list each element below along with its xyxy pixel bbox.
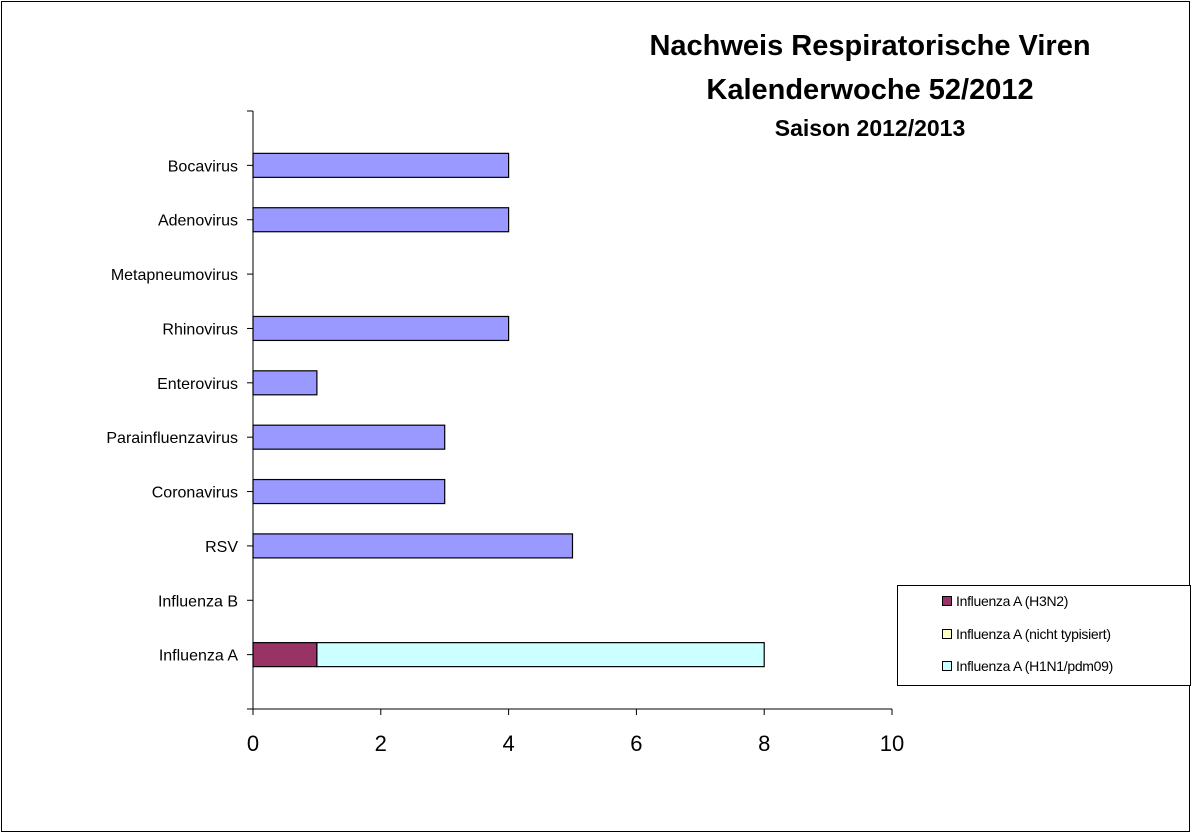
legend-label-h1n1: Influenza A (H1N1/pdm09) — [956, 658, 1114, 674]
chart-subtitle-season: Saison 2012/2013 — [774, 115, 966, 141]
legend: Influenza A (H3N2) Influenza A (nicht ty… — [897, 585, 1191, 686]
bar-segment-influenza-a-h1n1-pdm09 — [316, 642, 765, 668]
bar-enterovirus — [252, 370, 318, 396]
legend-swatch-h1n1 — [942, 661, 952, 671]
chart-title: Nachweis Respiratorische Viren — [649, 30, 1091, 62]
legend-swatch-h3n2 — [942, 596, 952, 606]
bar-adenovirus — [252, 207, 510, 233]
category-label: Adenovirus — [158, 213, 238, 230]
category-label: Rhinovirus — [162, 321, 238, 338]
category-label: Coronavirus — [152, 485, 238, 502]
bar-coronavirus — [252, 478, 446, 505]
bar-bocavirus — [252, 152, 510, 178]
bar-parainfluenzavirus — [252, 424, 446, 450]
legend-label-nicht-typisiert: Influenza A (nicht typisiert) — [956, 626, 1111, 642]
category-label: Parainfluenzavirus — [106, 430, 238, 447]
bar-rsv — [252, 533, 574, 559]
category-label: Influenza A — [159, 648, 239, 665]
x-tick-label: 4 — [502, 731, 514, 756]
bar-segment-influenza-a-h3n2 — [252, 642, 318, 668]
chart-subtitle-week: Kalenderwoche 52/2012 — [706, 74, 1034, 106]
category-label: Bocavirus — [168, 158, 238, 175]
x-tick-label: 10 — [880, 731, 904, 756]
legend-label-h3n2: Influenza A (H3N2) — [956, 593, 1069, 609]
x-tick-label: 8 — [758, 731, 770, 756]
bar-rhinovirus — [252, 315, 510, 342]
category-label: Enterovirus — [157, 376, 238, 393]
category-label: Metapneumovirus — [111, 267, 238, 284]
chart-title-block: Nachweis Respiratorische Viren Kalenderw… — [560, 24, 1180, 144]
x-tick-label: 2 — [375, 731, 387, 756]
category-label: RSV — [205, 539, 238, 556]
legend-swatch-nicht-typisiert — [942, 629, 952, 639]
legend-item-nicht-typisiert: Influenza A (nicht typisiert) — [942, 624, 1111, 644]
legend-item-h3n2: Influenza A (H3N2) — [942, 591, 1068, 611]
x-tick-label: 0 — [247, 731, 259, 756]
x-tick-label: 6 — [630, 731, 642, 756]
legend-item-h1n1: Influenza A (H1N1/pdm09) — [942, 656, 1113, 676]
category-label: Influenza B — [158, 593, 238, 610]
